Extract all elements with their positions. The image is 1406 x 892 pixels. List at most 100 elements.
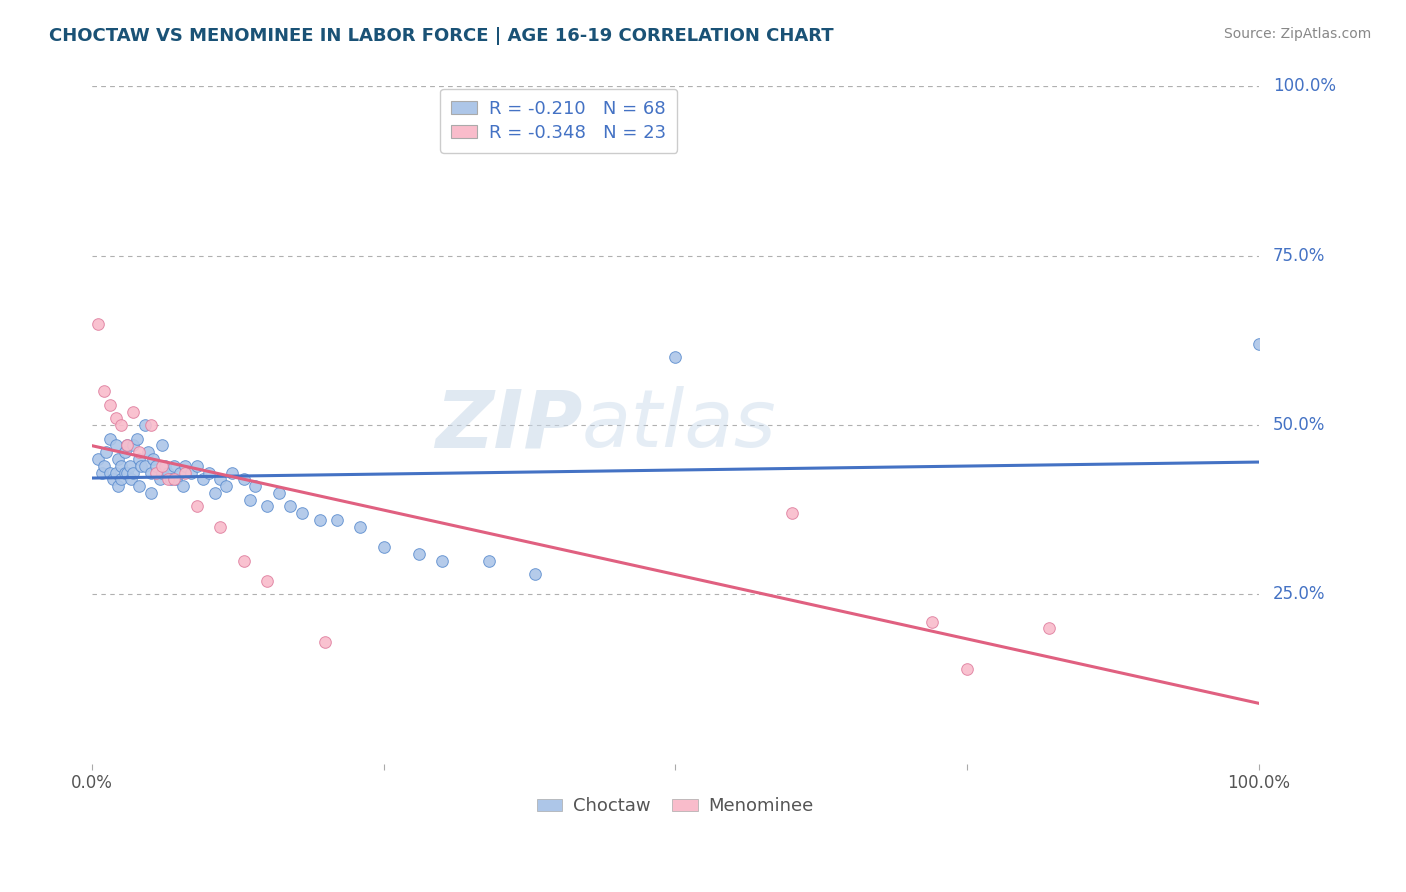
Point (114, 445, 136, 459)
Point (308, 513, 330, 527)
Point (174, 466, 197, 480)
Point (430, 553, 453, 567)
Point (107, 452, 129, 467)
Point (156, 466, 179, 480)
Point (98, 432, 121, 446)
Text: CHOCTAW VS MENOMINEE IN LABOR FORCE | AGE 16-19 CORRELATION CHART: CHOCTAW VS MENOMINEE IN LABOR FORCE | AG… (49, 27, 834, 45)
Point (93, 384, 115, 399)
Point (128, 452, 150, 467)
Point (125, 432, 148, 446)
Point (93, 458, 115, 473)
Point (139, 418, 162, 433)
Point (209, 520, 232, 534)
Point (169, 466, 191, 480)
Point (160, 472, 183, 486)
Point (373, 540, 395, 554)
Point (115, 438, 138, 452)
Point (191, 472, 214, 486)
Point (110, 472, 132, 486)
Point (232, 472, 254, 486)
Point (104, 466, 127, 480)
Point (326, 513, 349, 527)
Point (134, 458, 156, 473)
Point (150, 438, 173, 452)
Point (186, 458, 208, 473)
Legend: Choctaw, Menominee: Choctaw, Menominee (530, 790, 821, 822)
Text: 75.0%: 75.0% (1272, 247, 1324, 265)
Point (98, 398, 121, 412)
Point (107, 479, 129, 493)
Point (110, 418, 132, 433)
Point (256, 500, 278, 514)
Point (524, 567, 547, 582)
Text: atlas: atlas (582, 386, 778, 464)
Point (221, 466, 243, 480)
Point (104, 438, 127, 452)
Point (153, 458, 176, 473)
Point (232, 553, 254, 567)
Point (122, 438, 145, 452)
Point (174, 458, 197, 473)
Point (408, 547, 430, 561)
Point (115, 438, 138, 452)
Point (96, 445, 118, 459)
Point (128, 479, 150, 493)
Point (956, 662, 979, 676)
Point (156, 472, 179, 486)
Point (165, 472, 187, 486)
Text: 100.0%: 100.0% (1272, 78, 1336, 95)
Point (209, 472, 232, 486)
Point (150, 458, 173, 473)
Point (349, 520, 371, 534)
Point (90, 466, 112, 480)
Point (149, 472, 172, 486)
Point (122, 466, 145, 480)
Point (245, 479, 267, 493)
Point (122, 404, 145, 418)
Text: 25.0%: 25.0% (1272, 585, 1326, 604)
Point (142, 452, 165, 467)
Point (1038, 621, 1060, 635)
Point (115, 466, 138, 480)
Point (172, 479, 194, 493)
Text: 50.0%: 50.0% (1272, 417, 1324, 434)
Point (291, 506, 314, 520)
Point (98, 466, 121, 480)
Text: Source: ZipAtlas.com: Source: ZipAtlas.com (1223, 27, 1371, 41)
Point (163, 472, 186, 486)
Point (145, 458, 167, 473)
Point (239, 492, 262, 507)
Point (1247, 336, 1270, 351)
Point (314, 635, 336, 649)
Point (128, 445, 150, 459)
Point (87, 452, 110, 467)
Point (215, 479, 238, 493)
Point (87, 317, 110, 331)
Point (114, 466, 136, 480)
Point (163, 458, 186, 473)
Point (118, 458, 141, 473)
Point (180, 466, 202, 480)
Point (104, 411, 127, 425)
Point (478, 553, 501, 567)
Point (780, 506, 803, 520)
Point (198, 466, 221, 480)
Point (664, 351, 686, 365)
Point (101, 472, 124, 486)
Point (267, 486, 290, 500)
Point (145, 466, 167, 480)
Point (139, 466, 162, 480)
Point (256, 574, 278, 588)
Point (134, 418, 156, 433)
Point (129, 458, 152, 473)
Point (921, 615, 943, 629)
Point (136, 445, 159, 459)
Point (120, 472, 142, 486)
Point (280, 500, 302, 514)
Point (139, 486, 162, 500)
Point (150, 466, 173, 480)
Text: ZIP: ZIP (434, 386, 582, 464)
Point (110, 458, 132, 473)
Point (186, 500, 208, 514)
Point (204, 486, 226, 500)
